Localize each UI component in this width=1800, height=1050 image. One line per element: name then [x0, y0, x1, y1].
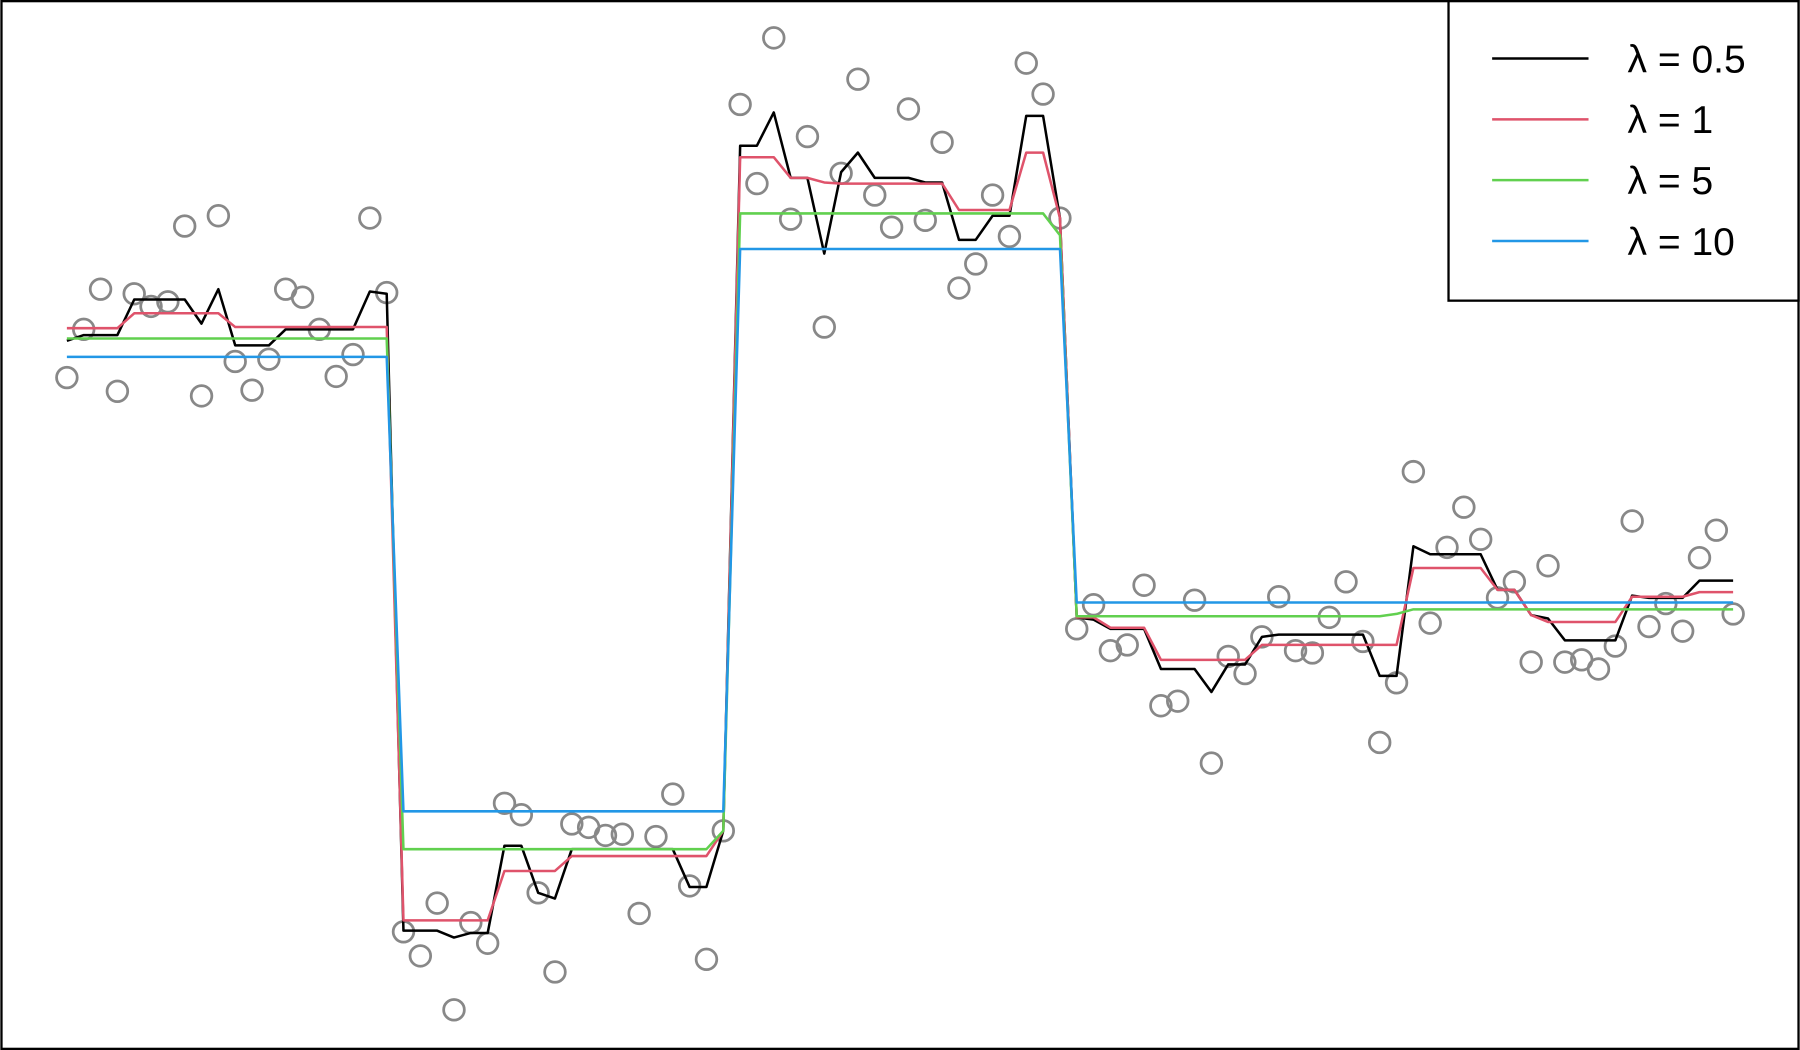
observation-point [1687, 546, 1712, 570]
observation-point [290, 285, 315, 309]
observation-point [896, 97, 921, 121]
observation-point [1283, 638, 1308, 663]
legend-label-1: λ = 1 [1628, 99, 1714, 142]
observation-point [1014, 51, 1038, 75]
observation-point [1351, 629, 1375, 654]
observation-point [1199, 751, 1224, 775]
observation-point [1367, 730, 1392, 755]
observation-point [1250, 625, 1274, 649]
observation-point [257, 347, 281, 371]
observation-point [1536, 554, 1560, 578]
observation-point [728, 92, 752, 117]
observation-point [1468, 527, 1493, 552]
observation-point [206, 204, 231, 228]
observation-point [88, 277, 113, 301]
observation-point [1620, 509, 1644, 533]
observation-point [1267, 585, 1291, 609]
observation-point [1452, 495, 1476, 519]
observation-point [560, 812, 584, 836]
observation-point [122, 282, 146, 306]
observation-point [1166, 689, 1190, 713]
observation-point [189, 384, 214, 408]
observation-point [1401, 459, 1426, 484]
observation-point [1435, 535, 1459, 560]
observation-point [55, 365, 79, 390]
observation-point [509, 803, 534, 827]
observation-point [1586, 657, 1611, 681]
observation-point [661, 782, 685, 806]
observation-point [947, 276, 971, 300]
observation-point [1721, 602, 1745, 626]
series-line-3 [66, 247, 1734, 813]
observation-point [543, 960, 567, 984]
observation-point [105, 379, 130, 404]
observation-point [997, 224, 1022, 249]
observation-point [980, 183, 1005, 207]
observation-point [1418, 611, 1442, 635]
observation-point [745, 171, 769, 196]
observation-point [930, 130, 954, 154]
observation-point [1704, 518, 1729, 542]
observation-point [240, 378, 264, 402]
observation-point [1553, 650, 1577, 674]
observation-point [1502, 570, 1527, 594]
observation-point [425, 891, 449, 915]
observation-point [762, 26, 786, 50]
observation-point [408, 944, 433, 968]
observation-point [1182, 588, 1207, 612]
observation-point [610, 822, 635, 846]
observation-point [778, 207, 803, 231]
observation-point [1132, 573, 1156, 597]
observation-point [1098, 638, 1123, 663]
observation-points [55, 26, 1745, 1022]
observation-point [1031, 82, 1055, 106]
observation-point [526, 881, 550, 905]
observation-point [1637, 614, 1661, 639]
legend-box [1447, 0, 1800, 302]
observation-point [341, 342, 365, 367]
observation-point [1149, 694, 1173, 718]
observation-point [1334, 570, 1358, 594]
observation-point [964, 252, 988, 276]
observation-point [358, 206, 382, 230]
legend-label-3: λ = 10 [1628, 221, 1735, 264]
observation-point [1519, 650, 1543, 674]
observation-point [644, 824, 668, 849]
observation-point [1300, 641, 1325, 665]
series-line-0 [66, 111, 1734, 939]
observation-point [694, 947, 719, 972]
observation-point [593, 823, 618, 848]
observation-point [442, 998, 466, 1022]
observation-point [139, 294, 163, 319]
observation-point [812, 315, 836, 339]
observation-point [223, 349, 247, 374]
observation-point [492, 791, 517, 815]
observation-point [879, 215, 904, 239]
observation-point [913, 208, 937, 233]
observation-point [846, 67, 870, 91]
observation-point [324, 364, 348, 389]
observation-point [1670, 619, 1695, 643]
series-line-2 [66, 212, 1734, 851]
observation-point [172, 214, 197, 238]
observation-point [627, 901, 651, 926]
observation-point [795, 124, 820, 149]
legend: λ = 0.5 λ = 1 λ = 5 λ = 10 [1447, 0, 1800, 302]
observation-point [1603, 634, 1628, 658]
fitted-lines [66, 111, 1734, 939]
observation-point [1115, 633, 1139, 657]
series-line-1 [66, 151, 1734, 922]
legend-label-2: λ = 5 [1628, 160, 1714, 203]
legend-label-0: λ = 0.5 [1628, 38, 1746, 81]
